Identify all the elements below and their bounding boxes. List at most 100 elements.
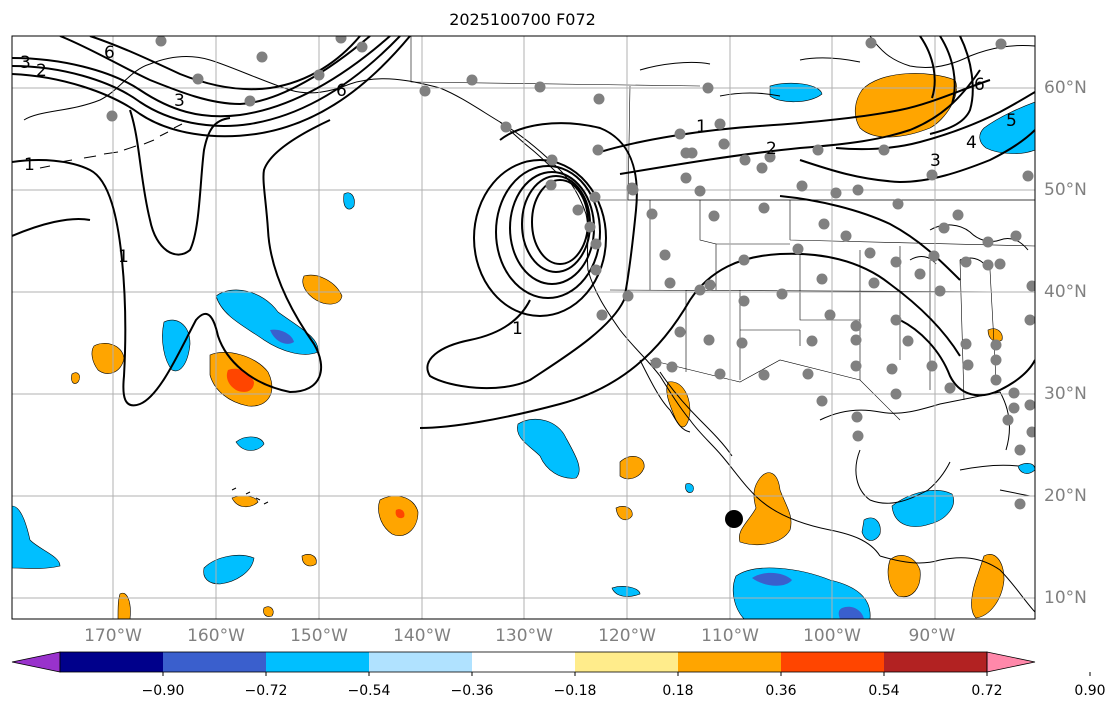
baja-california (639, 359, 691, 433)
positive-anomaly-area (117, 592, 131, 619)
station-marker (806, 335, 818, 347)
negative-anomaly-area (1017, 463, 1035, 474)
station-marker (1024, 314, 1035, 326)
positive-anomaly-area (71, 372, 80, 384)
colorbar-frame (59, 651, 988, 673)
contour-label: 1 (24, 155, 35, 175)
station-marker (593, 93, 605, 105)
station-marker (680, 172, 692, 184)
colorbar-tick-label: −0.72 (244, 683, 288, 699)
station-marker (1002, 414, 1014, 426)
low-contour (495, 165, 601, 299)
lon-tick-label: 150°W (290, 626, 348, 646)
contour-line (426, 122, 638, 390)
station-marker (590, 264, 602, 276)
positive-anomaly-area (738, 472, 792, 545)
map-frame (11, 35, 1036, 620)
colorbar-segment (884, 652, 988, 672)
colorbar-segment (781, 652, 885, 672)
station-marker (703, 334, 715, 346)
colorbar-tick-label: 0.54 (868, 683, 900, 699)
station-marker (708, 210, 720, 222)
contour-line (939, 36, 956, 105)
colorbar-segment (266, 652, 370, 672)
station-marker (1026, 426, 1035, 438)
colorbar-segment (163, 652, 267, 672)
positive-anomaly-area (971, 554, 1005, 619)
station-marker (868, 277, 880, 289)
station-marker (646, 208, 658, 220)
gulf-of-california (659, 371, 733, 457)
station-marker (596, 309, 608, 321)
lon-tick-label: 120°W (598, 626, 656, 646)
station-marker (890, 256, 902, 268)
station-marker (1014, 444, 1026, 456)
station-marker (714, 368, 726, 380)
central-america-coast (879, 555, 1035, 613)
station-marker (718, 138, 730, 150)
contour-line (779, 195, 961, 281)
colorbar-tick-label: 0.72 (971, 683, 1003, 699)
station-marker (1014, 498, 1026, 510)
contour-label: 2 (36, 61, 47, 81)
station-marker (886, 363, 898, 375)
station-marker (106, 110, 118, 122)
gulf-coast (819, 391, 1010, 451)
lat-tick-label: 20°N (1044, 486, 1087, 506)
station-marker (816, 273, 828, 285)
contour-line (419, 252, 961, 429)
strong-negative-anomaly-area (270, 329, 294, 344)
contour-label: 3 (174, 91, 185, 111)
station-marker (982, 259, 994, 271)
positive-anomaly-area (887, 555, 921, 598)
station-marker (1024, 399, 1035, 411)
station-marker (938, 222, 950, 234)
station-marker (960, 338, 972, 350)
station-marker (736, 337, 748, 349)
storm-position-marker (725, 510, 743, 528)
station-marker (796, 180, 808, 192)
lon-tick-label: 160°W (187, 626, 245, 646)
station-marker (313, 69, 325, 81)
station-marker (545, 179, 557, 191)
contour-label: 2 (766, 139, 777, 159)
station-marker (776, 288, 788, 300)
station-marker (802, 368, 814, 380)
colorbar-tick-label: 0.18 (662, 683, 694, 699)
colorbar-segment (678, 652, 782, 672)
station-marker (572, 204, 584, 216)
station-marker (994, 258, 1006, 270)
colorbar-tick-label: −0.54 (347, 683, 391, 699)
station-marker (926, 169, 938, 181)
negative-anomaly-area (611, 586, 641, 597)
station-marker (928, 250, 940, 262)
contour-label: 6 (336, 81, 347, 101)
station-marker (738, 254, 750, 266)
contour-label: 4 (966, 133, 977, 153)
station-marker (592, 144, 604, 156)
positive-anomaly-area (987, 328, 1003, 342)
colorbar-segment (575, 652, 679, 672)
station-marker (756, 162, 768, 174)
station-marker (589, 191, 601, 203)
station-marker (704, 279, 716, 291)
anomaly-shading (12, 73, 1035, 619)
lon-tick-label: 110°W (701, 626, 759, 646)
contour-label: 1 (696, 117, 707, 137)
station-marker (990, 339, 1002, 351)
station-marker (192, 73, 204, 85)
station-marker (627, 184, 639, 196)
strong-negative-anomaly-area (752, 572, 792, 586)
station-marker (926, 360, 938, 372)
negative-anomaly-area (343, 192, 355, 210)
station-marker (622, 290, 634, 302)
colorbar-extend-min (11, 651, 61, 673)
map-title: 2025100700 F072 (449, 10, 596, 29)
lat-tick-label: 30°N (1044, 384, 1087, 404)
station-marker (990, 354, 1002, 366)
colorbar-segment (472, 652, 576, 672)
contour-line (12, 217, 91, 237)
strong-negative-anomaly-area (838, 606, 864, 619)
station-marker (840, 230, 852, 242)
